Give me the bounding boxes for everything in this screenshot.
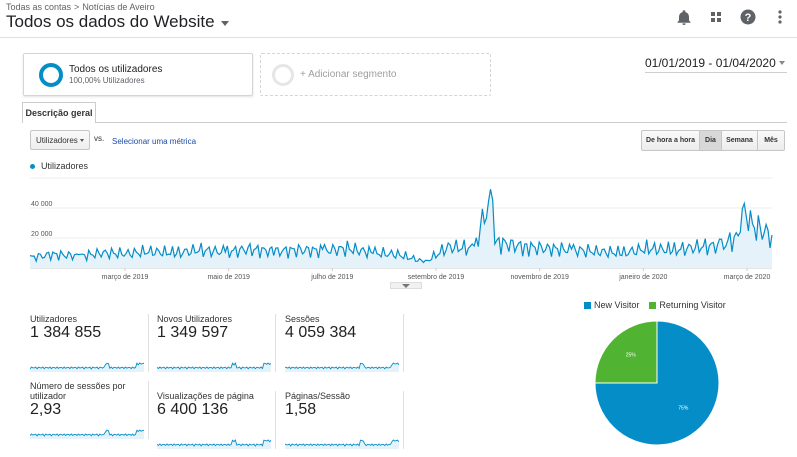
apps-grid-icon[interactable]	[707, 8, 725, 26]
metric-dropdown-label: Utilizadores	[36, 135, 78, 145]
scorecard-label: Novos Utilizadores	[157, 314, 233, 324]
scorecard-label: Utilizadores	[30, 314, 78, 324]
help-icon[interactable]: ?	[739, 8, 757, 26]
pie-legend-item[interactable]: New Visitor	[584, 300, 639, 310]
breadcrumb-item-property[interactable]: Notícias de Aveiro	[82, 2, 155, 12]
legend-swatch	[649, 301, 657, 309]
period-month-button[interactable]: Mês	[758, 130, 785, 151]
pie-slice	[594, 320, 658, 384]
chart-legend: Utilizadores	[30, 161, 88, 171]
pie-legend-label: New Visitor	[594, 300, 640, 310]
legend-marker	[30, 163, 35, 169]
period-week-button[interactable]: Semana	[722, 130, 758, 151]
x-tick-label: maio de 2019	[207, 274, 250, 281]
date-range-label: 01/01/2019 - 01/04/2020	[645, 55, 776, 70]
scorecard-value: 1 349 597	[157, 324, 229, 341]
visitor-type-pie-chart[interactable]: 75% 25%	[594, 320, 720, 446]
scorecard-label: Páginas/Sessão	[285, 391, 351, 401]
sparkline-line	[285, 439, 399, 447]
chevron-down-icon	[402, 283, 410, 288]
segment-percentage: 100,00% Utilizadores	[69, 76, 145, 85]
breadcrumb-item-accounts[interactable]: Todas as contas	[6, 2, 72, 12]
vs-label: vs.	[94, 134, 105, 143]
add-segment-ring	[272, 63, 294, 86]
sparkline-line	[157, 362, 271, 370]
x-tick-label: setembro de 2019	[408, 274, 465, 281]
segment-color-ring	[39, 62, 63, 87]
y-tick-label: 60 000	[31, 176, 53, 178]
bell-icon[interactable]	[675, 8, 693, 26]
scorecard-sessions-per-user[interactable]: Número de sessões por utilizador 2,93	[30, 381, 149, 439]
sparkline-line	[157, 439, 271, 447]
pie-legend: New Visitor Returning Visitor	[584, 300, 726, 310]
period-day-button[interactable]: Dia	[700, 130, 722, 151]
breadcrumb: Todas as contas > Notícias de Aveiro	[6, 2, 155, 12]
sparkline-area	[30, 363, 144, 372]
svg-text:?: ?	[745, 12, 752, 24]
x-tick-label: julho de 2019	[310, 274, 353, 281]
scorecard-sparkline	[30, 362, 144, 372]
breadcrumb-separator: >	[74, 2, 80, 12]
period-hourly-button[interactable]: De hora a hora	[641, 130, 700, 151]
sparkline-area	[30, 430, 144, 439]
scorecard-pages-per-session[interactable]: Páginas/Sessão 1,58	[285, 391, 404, 449]
segment-name: Todos os utilizadores	[69, 64, 163, 75]
x-tick-label: novembro de 2019	[510, 274, 568, 281]
scorecard-sparkline	[157, 439, 271, 449]
scorecard-value: 4 059 384	[285, 324, 357, 341]
scorecard-sparkline	[157, 362, 271, 372]
scorecard-pageviews[interactable]: Visualizações de página 6 400 136	[157, 391, 276, 449]
add-segment-button[interactable]: + Adicionar segmento	[260, 53, 491, 96]
scorecard-label: Visualizações de página	[157, 391, 254, 401]
users-line-chart[interactable]: 60 000 40 000 20 000 março de 2019 maio de 2…	[0, 176, 797, 286]
chevron-down-icon	[80, 138, 84, 142]
pie-slice-label: 75%	[678, 405, 689, 411]
chevron-down-icon	[220, 21, 229, 26]
x-tick-label: janeiro de 2020	[618, 274, 667, 281]
sparkline-line	[285, 362, 399, 370]
scorecard-value: 2,93	[30, 401, 62, 418]
sparkline-area	[285, 363, 399, 372]
tab-divider	[22, 122, 787, 123]
scorecard-new-users[interactable]: Novos Utilizadores 1 349 597	[157, 314, 276, 372]
y-tick-label: 20 000	[31, 231, 53, 238]
series-line	[29, 189, 773, 264]
scorecard-users[interactable]: Utilizadores 1 384 855	[30, 314, 149, 372]
chart-collapse-handle[interactable]	[390, 282, 422, 289]
view-selector[interactable]: Todos os dados do Website	[6, 12, 229, 32]
scorecard-value: 1 384 855	[30, 324, 102, 341]
scorecard-sessions[interactable]: Sessões 4 059 384	[285, 314, 404, 372]
legend-label: Utilizadores	[41, 161, 89, 171]
tab-overview[interactable]: Descrição geral	[22, 102, 96, 123]
date-range-picker[interactable]: 01/01/2019 - 01/04/2020	[645, 53, 787, 73]
sparkline-line	[30, 362, 144, 370]
x-tick-label: março de 2020	[724, 274, 771, 281]
scorecard-sparkline	[30, 429, 144, 439]
more-vert-icon[interactable]	[771, 8, 789, 26]
page-title: Todos os dados do Website	[6, 12, 215, 31]
segment-all-users[interactable]: Todos os utilizadores 100,00% Utilizador…	[23, 53, 253, 96]
scorecard-label: Número de sessões por utilizador	[30, 381, 126, 401]
legend-swatch	[584, 301, 591, 309]
scorecard-value: 1,58	[285, 401, 317, 418]
top-bar: Todas as contas > Notícias de Aveiro Tod…	[0, 0, 797, 38]
segment-text: Todos os utilizadores 100,00% Utilizador…	[69, 64, 162, 85]
pie-legend-item[interactable]: Returning Visitor	[649, 300, 726, 310]
sparkline-area	[285, 440, 399, 449]
scorecard-sparkline	[285, 439, 399, 449]
y-tick-label: 40 000	[31, 201, 53, 208]
period-toggle: De hora a hora Dia Semana Mês	[641, 130, 785, 151]
add-segment-label: + Adicionar segmento	[300, 69, 397, 80]
scorecard-value: 6 400 136	[157, 401, 229, 418]
pie-slice-label: 25%	[626, 353, 637, 359]
select-metric-link[interactable]: Selecionar uma métrica	[112, 137, 197, 146]
metric-dropdown[interactable]: Utilizadores	[30, 130, 90, 150]
chevron-down-icon	[779, 60, 785, 65]
scorecard-label: Sessões	[285, 314, 320, 324]
pie-legend-label: Returning Visitor	[659, 300, 726, 310]
scorecard-sparkline	[285, 362, 399, 372]
header-actions: ?	[675, 8, 789, 26]
sparkline-line	[30, 429, 144, 437]
x-tick-label: março de 2019	[102, 274, 149, 281]
